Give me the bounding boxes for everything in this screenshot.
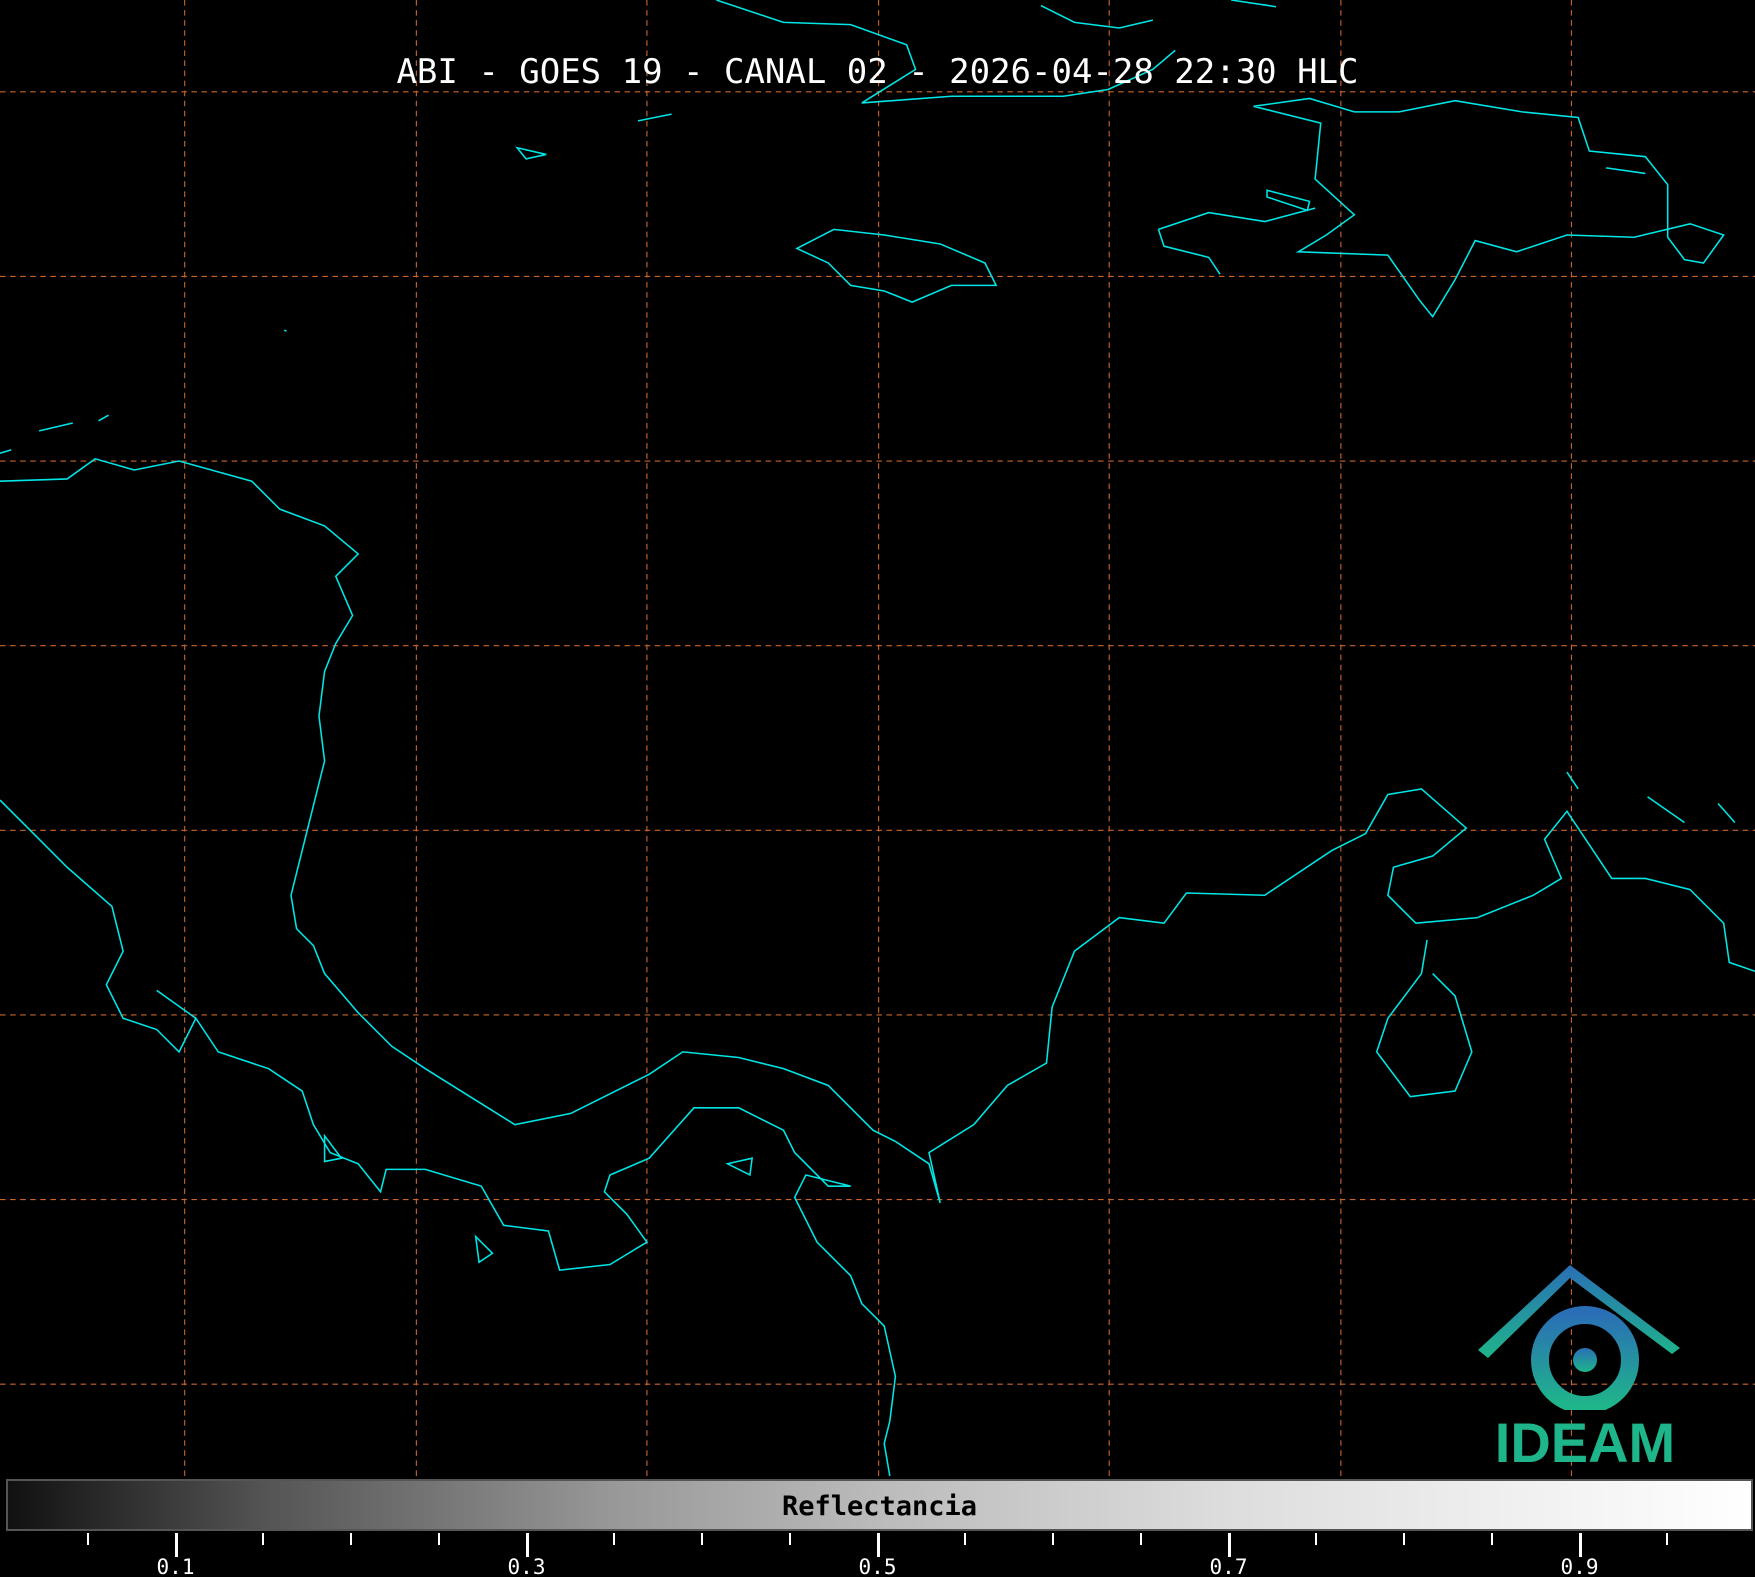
minor-tick [613, 1533, 616, 1545]
minor-tick [1403, 1533, 1405, 1545]
minor-tick [1666, 1533, 1669, 1545]
tick-label: 0.1 [156, 1555, 195, 1577]
tick-label: 0.5 [858, 1555, 897, 1577]
major-tick [525, 1533, 529, 1557]
minor-tick [1139, 1533, 1142, 1545]
cuba-east-coast [1040, 0, 1277, 29]
minor-tick [1052, 1533, 1054, 1545]
jamaica [795, 228, 998, 303]
minor-tick [1315, 1533, 1318, 1545]
major-tick [174, 1533, 178, 1557]
major-tick [1227, 1533, 1231, 1557]
minor-tick [964, 1533, 967, 1545]
pacific-islands [156, 989, 754, 1264]
lat-lon-grid [0, 0, 1755, 1476]
map-canvas [0, 0, 1755, 1476]
colorbar-axis: 0.1 0.3 0.5 0.7 0.9 [0, 1533, 1755, 1577]
minor-tick [262, 1533, 265, 1545]
major-tick [876, 1533, 880, 1557]
colorbar-label: Reflectancia [781, 1491, 978, 1522]
image-title: ABI - GOES 19 - CANAL 02 - 2026-04-28 22… [396, 52, 1359, 92]
central-america-caribbean-coast [0, 457, 1755, 1204]
pacific-coast [0, 799, 897, 1476]
minor-tick [437, 1533, 440, 1545]
lake-maracaibo [1375, 939, 1473, 1098]
minor-tick [1490, 1533, 1493, 1545]
tick-label: 0.7 [1209, 1555, 1248, 1577]
colorbar: Reflectancia [6, 1479, 1753, 1531]
minor-tick [701, 1533, 703, 1545]
ideam-logo: IDEAM [1470, 1250, 1700, 1475]
hispaniola [1157, 97, 1725, 319]
small-islands [0, 113, 1736, 824]
minor-tick [788, 1533, 791, 1545]
cuba-coast [716, 0, 1176, 104]
minor-tick [350, 1533, 352, 1545]
ideam-logo-icon [1478, 1265, 1680, 1414]
coastlines [0, 0, 1755, 1476]
ideam-logo-text: IDEAM [1494, 1411, 1676, 1474]
major-tick [1578, 1533, 1582, 1557]
gonave-island [1266, 189, 1311, 212]
tick-label: 0.3 [507, 1555, 546, 1577]
tick-label: 0.9 [1560, 1555, 1599, 1577]
minor-tick [86, 1533, 89, 1545]
